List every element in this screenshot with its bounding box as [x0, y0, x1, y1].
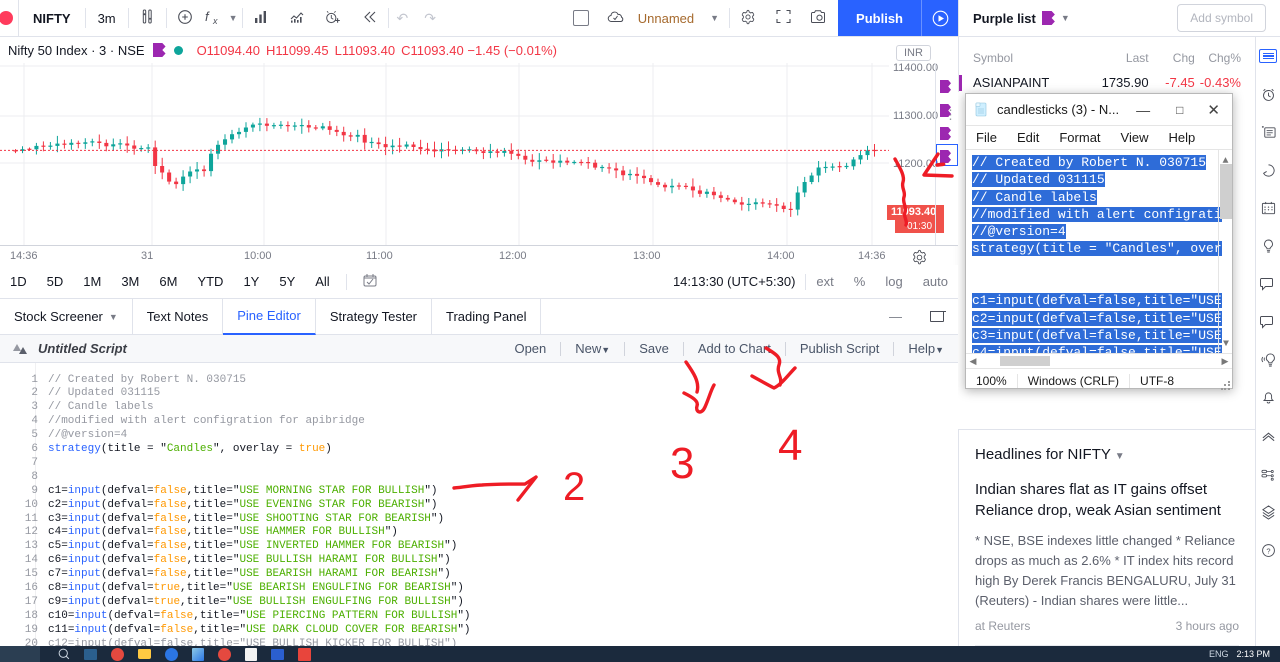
svg-text:f: f — [205, 9, 210, 24]
svg-text:x: x — [212, 16, 218, 25]
svg-text:?: ? — [1266, 546, 1270, 555]
